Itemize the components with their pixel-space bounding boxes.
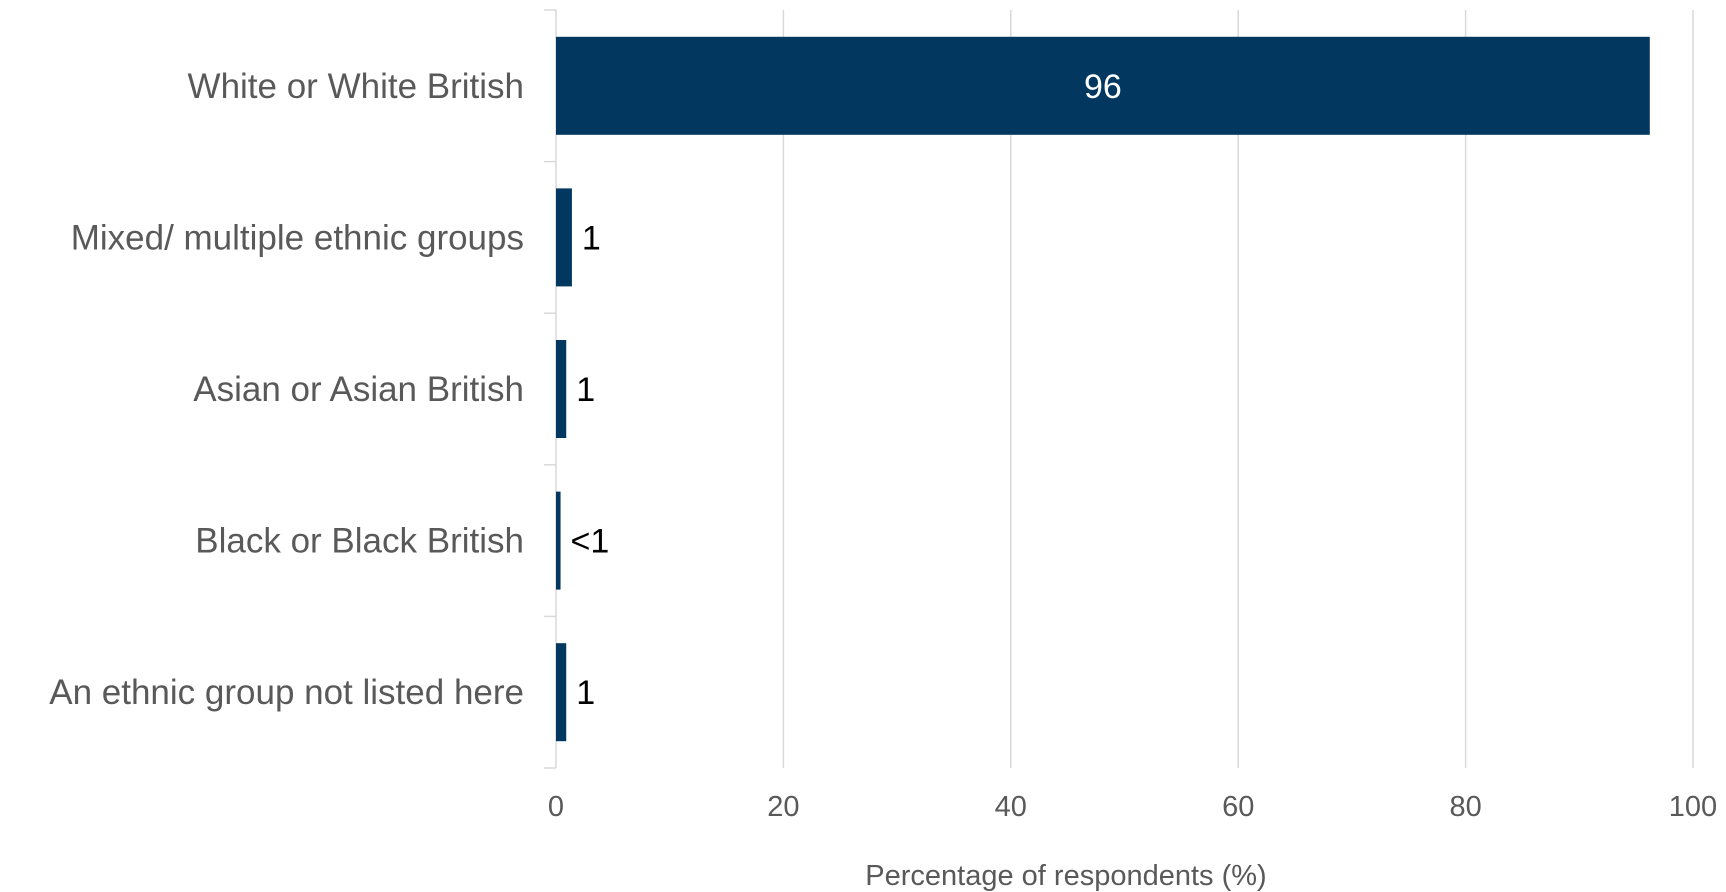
data-label: 96 <box>1084 68 1122 106</box>
data-label: <1 <box>571 523 610 561</box>
data-label: 1 <box>576 371 595 409</box>
category-label: An ethnic group not listed here <box>49 673 524 712</box>
category-labels: White or White British Mixed/ multiple et… <box>49 67 524 712</box>
data-label: 1 <box>576 674 595 712</box>
bars <box>556 36 1650 742</box>
bar <box>556 188 572 287</box>
category-label: Asian or Asian British <box>193 370 524 409</box>
data-label: 1 <box>582 219 601 257</box>
x-tick-label: 20 <box>767 791 799 823</box>
x-tick-labels: 0 20 40 60 80 100 <box>548 791 1717 823</box>
x-tick-label: 40 <box>995 791 1027 823</box>
data-labels: 96 1 1 <1 1 <box>571 68 1122 712</box>
category-label: White or White British <box>188 67 524 106</box>
x-tick-label: 80 <box>1449 791 1481 823</box>
x-axis-title: Percentage of respondents (%) <box>865 860 1266 892</box>
bar <box>556 491 561 590</box>
x-tick-label: 0 <box>548 791 564 823</box>
gridlines <box>782 10 1694 768</box>
category-label: Black or Black British <box>195 522 524 561</box>
x-tick-label: 60 <box>1222 791 1254 823</box>
category-label: Mixed/ multiple ethnic groups <box>71 218 524 257</box>
category-axis <box>544 9 557 769</box>
bar <box>556 340 567 438</box>
x-tick-label: 100 <box>1669 791 1717 823</box>
bar <box>556 36 1650 135</box>
bar <box>556 643 567 742</box>
